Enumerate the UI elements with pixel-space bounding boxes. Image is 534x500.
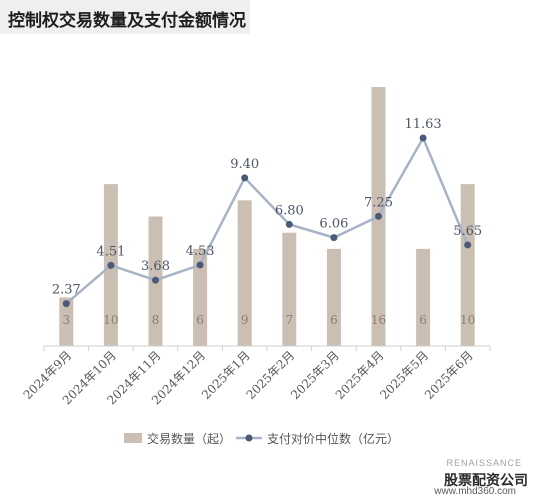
bar-value-label-9: 10	[460, 313, 475, 327]
bar-8	[416, 248, 431, 346]
line-value-label-3: 4.53	[186, 244, 215, 259]
legend-bar-swatch	[124, 433, 142, 443]
bar-value-label-6: 6	[330, 313, 338, 327]
line-point-4	[241, 174, 249, 182]
bar-9	[460, 184, 475, 346]
line-value-label-0: 2.37	[52, 283, 81, 298]
line-point-3	[196, 261, 204, 269]
watermark-line1: RENAISSANCE	[446, 458, 522, 468]
bar-0	[59, 297, 74, 346]
line-value-label-5: 6.80	[275, 203, 304, 218]
watermark-line2: 股票配资公司	[444, 473, 528, 489]
line-label-group: 2.37 4.51 3.68 4.53 9.40 6.80 6.06 7.25 11.63 5.6…	[52, 117, 482, 298]
median-payment-line	[65, 136, 469, 305]
line-value-label-2: 3.68	[141, 259, 170, 274]
line-value-label-7: 7.25	[364, 195, 393, 210]
bar-label-group: 3 10 8 6 9 7 6 16 6 10	[62, 313, 475, 327]
line-point-9	[464, 241, 472, 249]
line-point-0	[62, 300, 70, 308]
bar-6	[326, 248, 341, 346]
line-value-label-6: 6.06	[319, 217, 348, 232]
line-point-7	[375, 212, 382, 220]
legend-bar-label: 交易数量（起）	[147, 431, 231, 446]
line-value-label-1: 4.51	[96, 244, 125, 259]
x-tick-label-9: 2025年6月	[422, 348, 476, 402]
bar-value-label-8: 6	[419, 313, 427, 327]
legend: 交易数量（起） 支付对价中位数（亿元）	[124, 431, 399, 446]
bar-value-label-0: 3	[62, 313, 70, 327]
bar-value-label-4: 9	[241, 313, 249, 327]
bar-5	[282, 232, 297, 346]
bar-value-label-5: 7	[285, 313, 293, 327]
bar-4	[237, 200, 252, 346]
bar-value-label-1: 10	[103, 313, 118, 327]
x-tick-label-group: 2024年9月2024年10月2024年11月2024年12月2025年1月20…	[21, 348, 476, 407]
watermark-line3: www.mhd360.com	[434, 486, 516, 497]
bar-value-label-7: 16	[371, 313, 386, 327]
legend-line-marker	[245, 434, 253, 442]
line-point-5	[285, 220, 293, 228]
legend-line-label: 支付对价中位数（亿元）	[267, 431, 399, 446]
bar-value-label-3: 6	[196, 313, 204, 327]
line-point-6	[330, 234, 338, 242]
bar-value-label-2: 8	[152, 313, 160, 327]
line-point-2	[152, 276, 159, 284]
x-tick-group	[43, 346, 491, 351]
line-group	[62, 134, 472, 308]
line-point-1	[107, 261, 115, 269]
bar-3	[193, 248, 208, 346]
line-point-8	[419, 134, 427, 142]
title-band	[0, 0, 250, 34]
line-value-label-8: 11.63	[404, 117, 441, 132]
line-value-label-4: 9.40	[230, 157, 259, 172]
line-value-label-9: 5.65	[453, 224, 482, 239]
chart-title: 控制权交易数量及支付金额情况	[8, 11, 246, 31]
